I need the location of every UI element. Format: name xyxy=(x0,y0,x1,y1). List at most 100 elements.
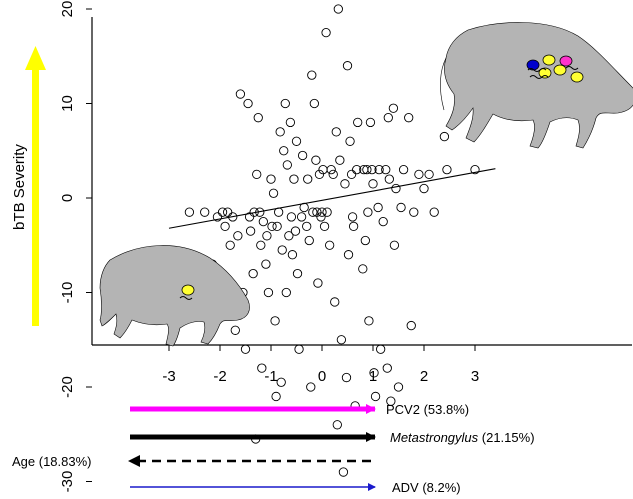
scatter-point xyxy=(381,164,391,175)
scatter-point xyxy=(289,174,299,184)
scatter-point xyxy=(277,245,287,255)
scatter-point xyxy=(378,216,388,227)
scatter-point xyxy=(332,420,342,430)
scatter-point xyxy=(307,70,317,80)
scatter-point xyxy=(294,344,304,354)
scatter-point xyxy=(233,231,243,241)
scatter-point xyxy=(321,27,331,38)
scatter-point xyxy=(230,325,240,335)
parasite-worms xyxy=(527,66,579,79)
scatter-point xyxy=(414,169,424,180)
scatter-point xyxy=(360,235,370,246)
scatter-point xyxy=(373,202,383,213)
scatter-point xyxy=(212,212,223,222)
scatter-point xyxy=(222,207,233,217)
scatter-point xyxy=(382,363,392,373)
scatter-point xyxy=(252,169,262,180)
scatter-point xyxy=(243,98,253,109)
severity-up-arrow-icon xyxy=(25,46,46,326)
scatter-point xyxy=(346,169,357,180)
scatter-point xyxy=(272,221,282,232)
scatter-point xyxy=(200,207,210,217)
y-tick-label: -10 xyxy=(59,282,76,304)
scatter-point xyxy=(262,231,272,241)
scatter-point xyxy=(261,259,271,269)
legend: PCV2 (53.8%) Metastrongylus (21.15%) Age… xyxy=(12,402,535,495)
legend-label-metastrongylus: Metastrongylus (21.15%) xyxy=(390,430,535,445)
scatter-point xyxy=(184,207,195,217)
scatter-point xyxy=(256,240,266,250)
scatter-point xyxy=(302,221,312,232)
x-tick-label: -3 xyxy=(162,368,175,385)
scatter-point xyxy=(328,169,338,180)
scatter-point xyxy=(365,117,376,128)
scatter-point xyxy=(391,183,401,194)
scatter-point xyxy=(353,117,363,128)
scatter-point xyxy=(280,98,290,109)
scatter-point xyxy=(322,207,332,217)
scatter-point xyxy=(348,221,359,232)
scatter-point xyxy=(396,202,406,213)
scatter-point xyxy=(308,207,318,217)
scatter-point xyxy=(341,372,352,383)
scatter-point xyxy=(358,264,368,274)
scatter-point xyxy=(340,179,350,189)
scatter-point xyxy=(424,169,434,180)
scatter-point xyxy=(369,368,379,378)
scatter-point xyxy=(271,391,281,402)
x-tick-label: 0 xyxy=(318,368,326,385)
scatter-point xyxy=(374,164,384,175)
scatter-point xyxy=(306,382,316,392)
scatter-point xyxy=(267,221,277,232)
scatter-point xyxy=(286,212,297,222)
y-tick-label: 20 xyxy=(59,1,76,18)
scatter-point xyxy=(316,212,326,222)
scatter-point xyxy=(409,207,419,217)
scatter-point xyxy=(333,4,343,14)
scatter-point xyxy=(398,164,409,175)
scatter-point xyxy=(388,103,399,113)
scatter-point xyxy=(335,155,345,165)
scatter-point xyxy=(330,297,340,307)
scatter-point xyxy=(287,250,298,260)
boar-high-severity-icon xyxy=(440,22,633,149)
scatter-point xyxy=(375,344,386,354)
trend-line xyxy=(168,168,496,229)
scatter-point xyxy=(258,216,268,227)
scatter-point xyxy=(383,113,393,123)
scatter-point xyxy=(326,164,336,175)
scatter-point xyxy=(311,155,321,165)
scatter-point xyxy=(314,169,325,180)
y-tick-label: 10 xyxy=(59,95,76,112)
lesion-dots xyxy=(526,54,584,83)
scatter-point xyxy=(304,235,314,246)
scatter-point xyxy=(336,335,347,345)
legend-label-adv: ADV (8.2%) xyxy=(392,480,461,495)
scatter-point xyxy=(297,150,308,161)
scatter-point xyxy=(384,174,394,184)
scatter-point xyxy=(429,207,439,217)
scatter-point xyxy=(296,212,307,222)
scatter-point xyxy=(282,160,292,170)
scatter-point xyxy=(220,221,230,232)
scatter-point xyxy=(225,240,235,250)
scatter-point xyxy=(279,146,289,156)
scatter-point xyxy=(404,113,414,123)
scatter-point xyxy=(338,467,349,477)
scatter-point xyxy=(343,250,354,260)
scatter-point xyxy=(268,188,279,198)
x-tick-label: 2 xyxy=(420,368,428,385)
scatter-point xyxy=(263,287,274,298)
scatter-point xyxy=(406,320,416,331)
scatter-point xyxy=(235,89,246,99)
scatter-point xyxy=(331,127,341,137)
scatter-point xyxy=(419,183,429,194)
legend-label-pcv2: PCV2 (53.8%) xyxy=(386,402,469,417)
scatter-point xyxy=(439,131,450,142)
scatter-point xyxy=(345,136,355,146)
scatter-point xyxy=(257,363,267,373)
scatter-point xyxy=(285,117,296,128)
y-tick-label: -30 xyxy=(59,471,76,493)
scatter-point xyxy=(386,396,396,406)
